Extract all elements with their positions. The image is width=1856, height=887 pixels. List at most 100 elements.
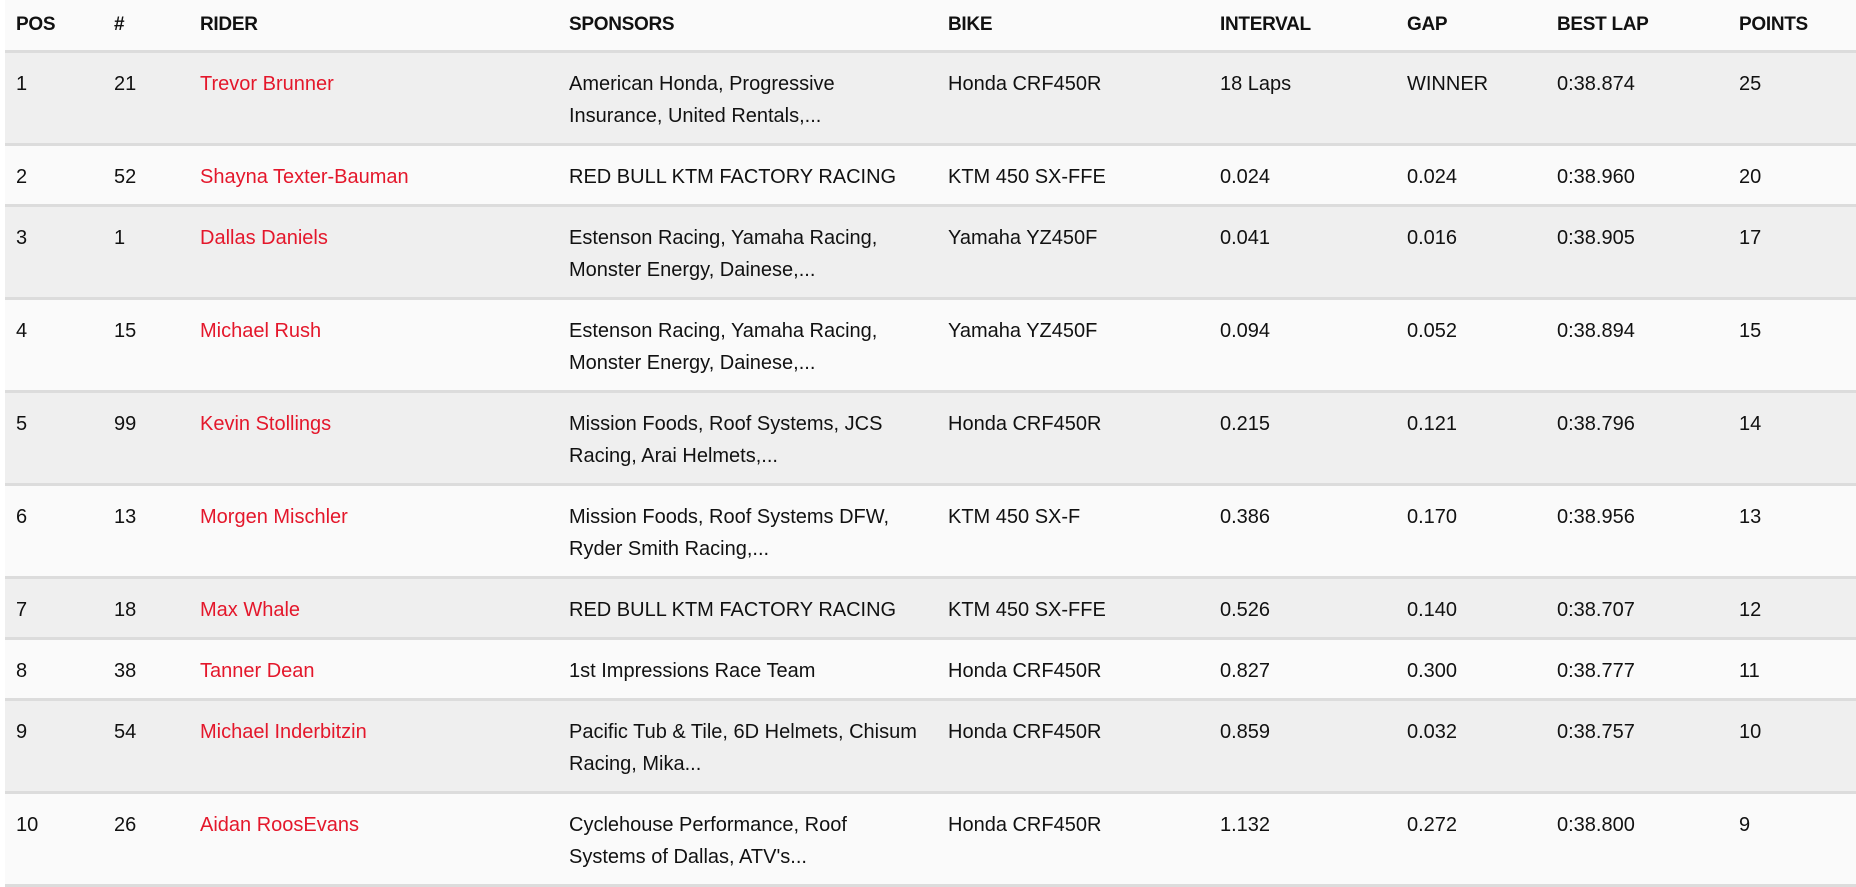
table-row: 9 54 Michael Inderbitzin Pacific Tub & Tile… [5, 699, 1856, 794]
cell-bike: KTM 450 SX-FFE [948, 144, 1220, 207]
cell-sponsors: Estenson Racing, Yamaha Racing, Monster … [569, 298, 948, 393]
column-header-gap: GAP [1407, 0, 1557, 53]
cell-bike: KTM 450 SX-FFE [948, 577, 1220, 640]
cell-number: 1 [114, 205, 200, 300]
cell-pos: 8 [5, 638, 114, 701]
cell-pos: 5 [5, 391, 114, 486]
rider-link[interactable]: Kevin Stollings [200, 413, 332, 435]
cell-rider: Tanner Dean [200, 638, 569, 701]
cell-number: 99 [114, 391, 200, 486]
cell-number: 54 [114, 699, 200, 794]
cell-gap: 0.016 [1407, 205, 1557, 300]
cell-sponsors: 1st Impressions Race Team [569, 638, 948, 701]
cell-best-lap: 0:38.796 [1557, 391, 1739, 486]
cell-points: 14 [1739, 391, 1856, 486]
cell-number: 26 [114, 792, 200, 887]
column-header-bike: BIKE [948, 0, 1220, 53]
table-header: POS # RIDER SPONSORS BIKE INTERVAL GAP BEST LAP… [5, 0, 1856, 53]
column-header-points: POINTS [1739, 0, 1856, 53]
cell-gap: 0.024 [1407, 144, 1557, 207]
cell-sponsors: Pacific Tub & Tile, 6D Helmets, Chisum R… [569, 699, 948, 794]
cell-pos: 2 [5, 144, 114, 207]
cell-sponsors: RED BULL KTM FACTORY RACING [569, 144, 948, 207]
cell-bike: Honda CRF450R [948, 51, 1220, 146]
cell-interval: 0.024 [1220, 144, 1407, 207]
cell-interval: 0.827 [1220, 638, 1407, 701]
cell-pos: 1 [5, 51, 114, 146]
rider-link[interactable]: Aidan RoosEvans [200, 814, 359, 836]
cell-sponsors: American Honda, Progressive Insurance, U… [569, 51, 948, 146]
cell-sponsors: Mission Foods, Roof Systems DFW, Ryder S… [569, 484, 948, 579]
cell-points: 20 [1739, 144, 1856, 207]
cell-rider: Max Whale [200, 577, 569, 640]
cell-pos: 10 [5, 792, 114, 887]
cell-points: 12 [1739, 577, 1856, 640]
cell-best-lap: 0:38.956 [1557, 484, 1739, 579]
cell-gap: 0.300 [1407, 638, 1557, 701]
rider-link[interactable]: Trevor Brunner [200, 73, 334, 95]
cell-number: 13 [114, 484, 200, 579]
cell-pos: 7 [5, 577, 114, 640]
table-row: 1 21 Trevor Brunner American Honda, Progres… [5, 51, 1856, 146]
cell-best-lap: 0:38.777 [1557, 638, 1739, 701]
cell-number: 52 [114, 144, 200, 207]
cell-gap: WINNER [1407, 51, 1557, 146]
rider-link[interactable]: Max Whale [200, 599, 301, 621]
cell-interval: 0.526 [1220, 577, 1407, 640]
cell-pos: 9 [5, 699, 114, 794]
cell-interval: 0.859 [1220, 699, 1407, 794]
cell-gap: 0.052 [1407, 298, 1557, 393]
cell-sponsors: Estenson Racing, Yamaha Racing, Monster … [569, 205, 948, 300]
cell-points: 15 [1739, 298, 1856, 393]
cell-bike: Yamaha YZ450F [948, 298, 1220, 393]
cell-rider: Shayna Texter-Bauman [200, 144, 569, 207]
table-row: 8 38 Tanner Dean 1st Impressions Race Team H… [5, 638, 1856, 701]
results-table-container: POS # RIDER SPONSORS BIKE INTERVAL GAP BEST LAP… [5, 0, 1856, 887]
cell-best-lap: 0:38.874 [1557, 51, 1739, 146]
cell-interval: 1.132 [1220, 792, 1407, 887]
cell-rider: Morgen Mischler [200, 484, 569, 579]
rider-link[interactable]: Shayna Texter-Bauman [200, 166, 409, 188]
cell-points: 10 [1739, 699, 1856, 794]
cell-bike: Yamaha YZ450F [948, 205, 1220, 300]
table-row: 2 52 Shayna Texter-Bauman RED BULL KTM FACT… [5, 144, 1856, 207]
cell-pos: 6 [5, 484, 114, 579]
table-row: 6 13 Morgen Mischler Mission Foods, Roof Sy… [5, 484, 1856, 579]
cell-pos: 3 [5, 205, 114, 300]
cell-bike: Honda CRF450R [948, 699, 1220, 794]
rider-link[interactable]: Morgen Mischler [200, 506, 348, 528]
table-row: 10 26 Aidan RoosEvans Cyclehouse Performanc… [5, 792, 1856, 887]
rider-link[interactable]: Tanner Dean [200, 660, 315, 682]
cell-interval: 0.094 [1220, 298, 1407, 393]
rider-link[interactable]: Michael Rush [200, 320, 322, 342]
cell-number: 18 [114, 577, 200, 640]
rider-link[interactable]: Michael Inderbitzin [200, 721, 367, 743]
column-header-rider: RIDER [200, 0, 569, 53]
cell-gap: 0.032 [1407, 699, 1557, 794]
rider-link[interactable]: Dallas Daniels [200, 227, 328, 249]
cell-best-lap: 0:38.905 [1557, 205, 1739, 300]
column-header-best-lap: BEST LAP [1557, 0, 1739, 53]
cell-sponsors: Mission Foods, Roof Systems, JCS Racing,… [569, 391, 948, 486]
cell-best-lap: 0:38.757 [1557, 699, 1739, 794]
cell-points: 11 [1739, 638, 1856, 701]
table-row: 5 99 Kevin Stollings Mission Foods, Roof Sy… [5, 391, 1856, 486]
cell-rider: Kevin Stollings [200, 391, 569, 486]
cell-gap: 0.140 [1407, 577, 1557, 640]
cell-best-lap: 0:38.800 [1557, 792, 1739, 887]
cell-interval: 0.386 [1220, 484, 1407, 579]
column-header-pos: POS [5, 0, 114, 53]
cell-points: 25 [1739, 51, 1856, 146]
cell-rider: Michael Inderbitzin [200, 699, 569, 794]
cell-bike: KTM 450 SX-F [948, 484, 1220, 579]
cell-pos: 4 [5, 298, 114, 393]
results-table: POS # RIDER SPONSORS BIKE INTERVAL GAP BEST LAP… [5, 0, 1856, 887]
cell-sponsors: Cyclehouse Performance, Roof Systems of … [569, 792, 948, 887]
cell-points: 13 [1739, 484, 1856, 579]
column-header-number: # [114, 0, 200, 53]
cell-best-lap: 0:38.894 [1557, 298, 1739, 393]
table-row: 4 15 Michael Rush Estenson Racing, Yamaha R… [5, 298, 1856, 393]
cell-gap: 0.121 [1407, 391, 1557, 486]
cell-rider: Trevor Brunner [200, 51, 569, 146]
table-row: 3 1 Dallas Daniels Estenson Racing, Yamaha … [5, 205, 1856, 300]
